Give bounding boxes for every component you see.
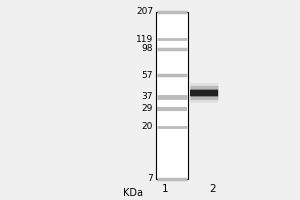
- Text: 119: 119: [136, 35, 153, 44]
- Text: 20: 20: [142, 122, 153, 131]
- Text: 2: 2: [210, 184, 216, 194]
- Text: 7: 7: [147, 174, 153, 183]
- Text: 98: 98: [142, 44, 153, 53]
- Bar: [156, 12, 188, 179]
- Text: 37: 37: [142, 92, 153, 101]
- Text: KDa: KDa: [123, 188, 143, 198]
- Text: 1: 1: [162, 184, 169, 194]
- Text: 57: 57: [142, 71, 153, 80]
- Text: 29: 29: [142, 104, 153, 113]
- Text: 207: 207: [136, 7, 153, 16]
